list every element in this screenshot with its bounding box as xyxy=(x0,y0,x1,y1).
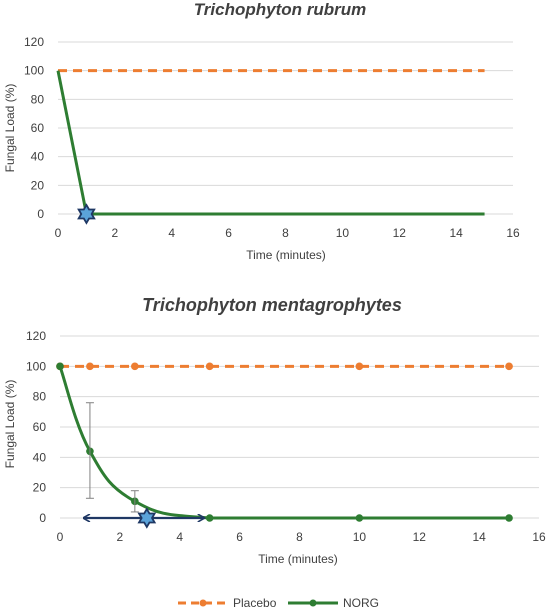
y-tick-label: 100 xyxy=(26,359,46,373)
y-tick-label: 20 xyxy=(31,178,45,192)
x-tick-label: 4 xyxy=(176,530,183,544)
x-tick-label: 14 xyxy=(472,530,486,544)
y-tick-label: 120 xyxy=(26,329,46,343)
y-tick-label: 60 xyxy=(33,420,47,434)
y-tick-label: 120 xyxy=(24,35,44,49)
x-tick-label: 8 xyxy=(282,226,289,240)
tick-labels: 0 20 40 60 80 100 120 0 2 4 6 8 10 12 14 16 xyxy=(24,35,520,240)
data-point-placebo xyxy=(86,362,94,371)
grid xyxy=(58,41,513,215)
x-tick-label: 6 xyxy=(225,226,232,240)
x-axis-label: Time (minutes) xyxy=(258,552,338,566)
x-tick-label: 10 xyxy=(353,530,367,544)
chart-trichophyton-mentagrophytes: Trichophyton mentagrophytes 020406080100… xyxy=(3,295,546,566)
star-marker xyxy=(77,203,96,225)
x-tick-label: 0 xyxy=(55,226,62,240)
y-tick-label: 20 xyxy=(33,481,47,495)
data-point-norg xyxy=(355,514,364,522)
data-point-placebo xyxy=(205,362,214,371)
data-point-norg xyxy=(505,514,513,522)
chart-trichophyton-rubrum: Trichophyton rubrum 0 20 40 60 80 100 120 0 2 4 6 8… xyxy=(3,0,520,262)
legend-item-norg: NORG xyxy=(288,596,379,610)
legend-label-placebo: Placebo xyxy=(233,596,277,610)
series-line-norg xyxy=(58,365,510,520)
y-tick-label: 40 xyxy=(33,450,47,464)
x-axis-label: Time (minutes) xyxy=(246,248,326,262)
chart-title: Trichophyton mentagrophytes xyxy=(142,295,402,315)
legend-item-placebo: Placebo xyxy=(178,596,277,610)
series-layer xyxy=(56,69,485,225)
star-marker xyxy=(137,507,157,529)
x-tick-label: 14 xyxy=(449,226,463,240)
x-tick-label: 16 xyxy=(506,226,520,240)
x-tick-label: 6 xyxy=(236,530,243,544)
legend-label-norg: NORG xyxy=(343,596,379,610)
x-tick-label: 8 xyxy=(296,530,303,544)
data-point-placebo xyxy=(131,362,139,371)
chart-title: Trichophyton rubrum xyxy=(194,0,367,19)
x-tick-label: 0 xyxy=(57,530,64,544)
series-line-norg xyxy=(56,70,485,216)
legend: Placebo NORG xyxy=(178,596,379,610)
x-tick-label: 10 xyxy=(336,226,350,240)
x-tick-label: 2 xyxy=(117,530,124,544)
y-tick-label: 40 xyxy=(31,150,45,164)
y-axis-label: Fungal Load (%) xyxy=(3,84,17,173)
legend-marker-placebo xyxy=(199,599,207,607)
y-tick-label: 0 xyxy=(37,207,44,221)
y-tick-label: 60 xyxy=(31,121,45,135)
legend-marker-norg xyxy=(309,599,317,607)
y-axis-label: Fungal Load (%) xyxy=(3,380,17,469)
tick-labels: 0 20 40 60 80 100 120 0 2 4 6 8 10 12 14 16 xyxy=(26,329,546,544)
y-tick-label: 80 xyxy=(31,92,45,106)
x-tick-label: 16 xyxy=(532,530,546,544)
series-layer xyxy=(56,362,513,529)
y-tick-label: 80 xyxy=(33,390,47,404)
x-tick-label: 2 xyxy=(112,226,119,240)
y-tick-label: 0 xyxy=(39,511,46,525)
x-tick-label: 12 xyxy=(413,530,427,544)
x-tick-label: 12 xyxy=(393,226,407,240)
x-tick-label: 4 xyxy=(168,226,175,240)
data-point-placebo xyxy=(355,362,364,371)
data-point-placebo xyxy=(505,362,513,371)
data-point-norg xyxy=(56,362,64,371)
data-point-norg xyxy=(205,514,214,522)
y-tick-label: 100 xyxy=(24,64,44,78)
